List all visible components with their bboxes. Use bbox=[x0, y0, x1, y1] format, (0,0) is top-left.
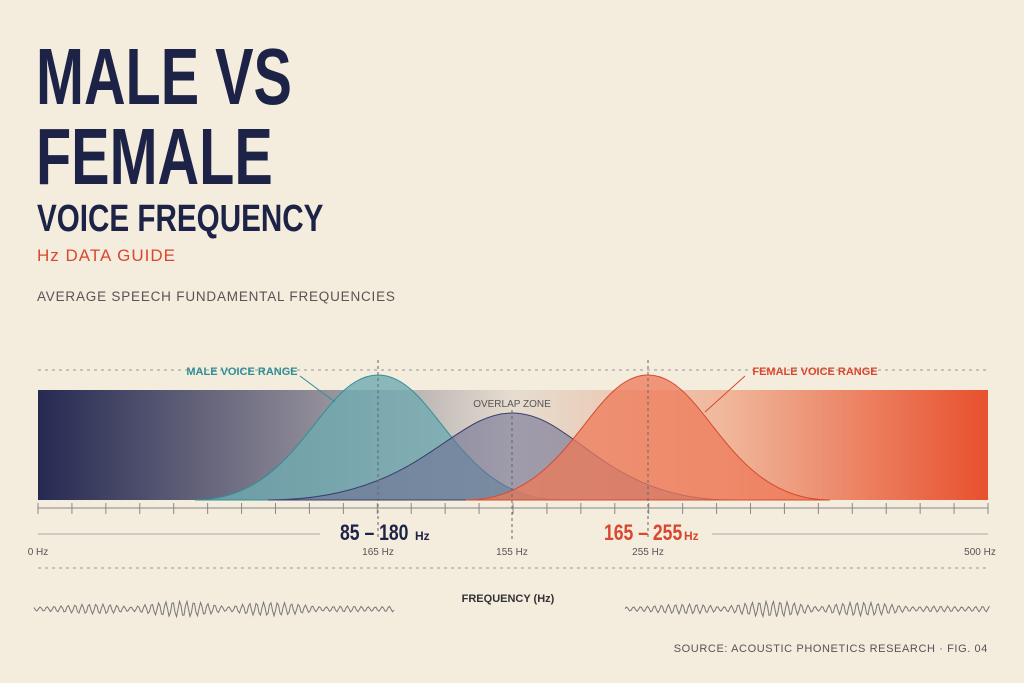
waveform bbox=[624, 599, 990, 619]
caption: AVERAGE SPEECH FUNDAMENTAL FREQUENCIES bbox=[37, 289, 396, 304]
tagline: Hz DATA GUIDE bbox=[37, 246, 176, 265]
source: SOURCE: ACOUSTIC PHONETICS RESEARCH · FI… bbox=[674, 643, 988, 655]
axis-label: 500 Hz bbox=[964, 547, 996, 558]
male-range: 85 – 180 bbox=[340, 521, 408, 545]
female-label: FEMALE VOICE RANGE bbox=[752, 366, 877, 378]
overlap-label: OVERLAP ZONE bbox=[473, 399, 551, 410]
axis-label: 0 Hz bbox=[28, 547, 49, 558]
subtitle: VOICE FREQUENCY bbox=[37, 198, 324, 240]
axis-title: FREQUENCY (Hz) bbox=[462, 593, 555, 605]
leader-line bbox=[704, 375, 746, 413]
female-range: 165 – 255 bbox=[604, 521, 682, 545]
axis-label: 165 Hz bbox=[362, 547, 394, 558]
title: FEMALE bbox=[36, 112, 273, 202]
title: MALE VS bbox=[36, 32, 292, 122]
waveform bbox=[33, 599, 395, 619]
range-unit: Hz bbox=[415, 529, 430, 543]
axis-label: 255 Hz bbox=[632, 547, 664, 558]
leader-line bbox=[299, 375, 336, 403]
female-curve bbox=[465, 374, 831, 501]
axis-label: 155 Hz bbox=[496, 547, 528, 558]
range-unit: Hz bbox=[684, 529, 699, 543]
male-label: MALE VOICE RANGE bbox=[186, 366, 297, 378]
